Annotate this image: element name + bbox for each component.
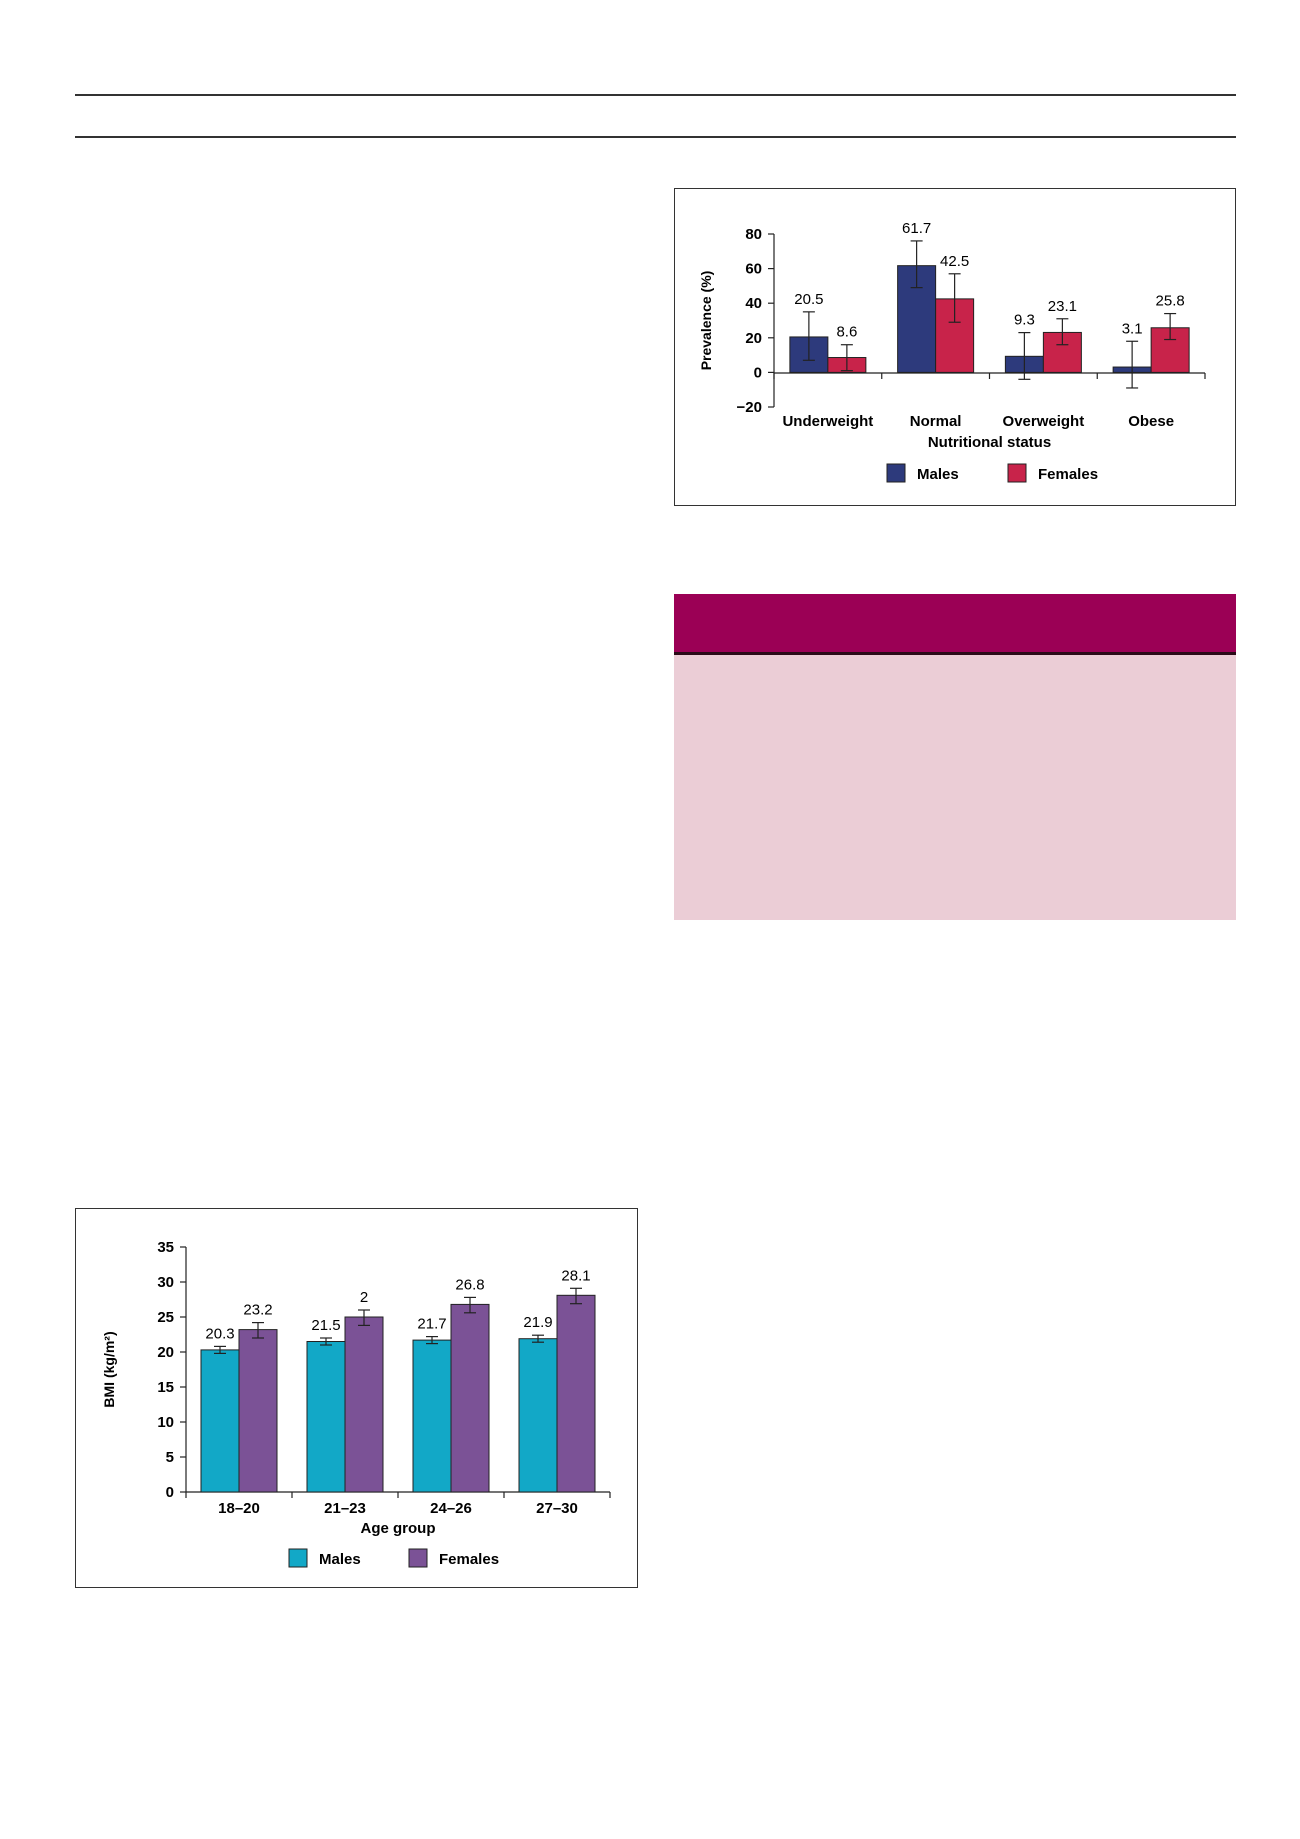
x-tick-label: 18–20	[218, 1500, 260, 1517]
y-axis-title: BMI (kg/m²)	[101, 1331, 117, 1407]
y-tick-label: 60	[745, 261, 762, 278]
y-tick-label: 20	[745, 330, 762, 347]
header-rule-top	[75, 94, 1236, 96]
y-tick-label: 15	[157, 1379, 174, 1396]
x-tick-label: Normal	[910, 413, 962, 430]
info-box-header	[674, 594, 1236, 652]
x-axis-title: Age group	[361, 1520, 436, 1537]
info-box-divider	[674, 652, 1236, 655]
legend-label-males: Males	[917, 466, 959, 483]
x-tick-label: Obese	[1128, 413, 1174, 430]
y-tick-label: 80	[745, 226, 762, 243]
data-label: 3.1	[1122, 320, 1143, 337]
legend-swatch-males	[288, 1548, 308, 1568]
x-tick-label: Overweight	[1003, 413, 1085, 430]
bar-males-1	[306, 1341, 346, 1493]
data-label: 28.1	[561, 1267, 590, 1284]
y-tick-label: 0	[166, 1484, 174, 1501]
bmi-chart-figure: 35 30 25 20 15 10 5 0 20.3 23.2 18–20 21.5 2 21–23 21.…	[75, 1208, 638, 1588]
legend-swatch-males	[886, 463, 906, 483]
x-tick-label: 24–26	[430, 1500, 472, 1517]
data-label: 23.1	[1048, 298, 1077, 315]
bar-females-1	[344, 1316, 384, 1493]
bar-females-0	[238, 1329, 278, 1493]
bar-males-0	[200, 1349, 240, 1493]
y-tick-label: 20	[157, 1344, 174, 1361]
data-label: 20.5	[794, 291, 823, 308]
x-axis-title: Nutritional status	[928, 434, 1051, 451]
data-label: 9.3	[1014, 312, 1035, 329]
legend-label-females: Females	[1038, 466, 1098, 483]
data-label: 21.5	[311, 1317, 340, 1334]
x-tick-label: Underweight	[782, 413, 873, 430]
info-box	[674, 594, 1236, 920]
data-label: 25.8	[1156, 293, 1185, 310]
data-label: 2	[360, 1289, 368, 1306]
data-label: 42.5	[940, 253, 969, 270]
data-label: 61.7	[902, 220, 931, 237]
header-rule-bottom	[75, 136, 1236, 138]
data-label: 26.8	[455, 1276, 484, 1293]
prevalence-chart-figure: 80 60 40 20 0 −20 20.5 8.6 Underweight 61.7 42.5 No…	[674, 188, 1236, 506]
legend-swatch-females	[408, 1548, 428, 1568]
info-box-body	[674, 655, 1236, 920]
data-label: 21.7	[417, 1316, 446, 1333]
bmi-chart: 35 30 25 20 15 10 5 0 20.3 23.2 18–20 21.5 2 21–23 21.…	[101, 1239, 611, 1568]
y-tick-label: 5	[166, 1449, 174, 1466]
data-label: 20.3	[205, 1325, 234, 1342]
y-tick-label: 35	[157, 1239, 174, 1256]
y-tick-label: −20	[737, 399, 762, 416]
y-tick-label: 25	[157, 1309, 174, 1326]
data-label: 8.6	[836, 324, 857, 341]
data-label: 21.9	[523, 1314, 552, 1331]
y-tick-label: 0	[754, 364, 762, 381]
bar-females-3	[556, 1294, 596, 1493]
data-label: 23.2	[243, 1302, 272, 1319]
y-tick-label: 10	[157, 1414, 174, 1431]
x-tick-label: 21–23	[324, 1500, 366, 1517]
legend-label-females: Females	[439, 1551, 499, 1568]
y-tick-label: 40	[745, 295, 762, 312]
x-tick-label: 27–30	[536, 1500, 578, 1517]
y-tick-label: 30	[157, 1274, 174, 1291]
bar-males-2	[412, 1339, 452, 1493]
y-axis-title: Prevalence (%)	[698, 271, 714, 371]
legend-label-males: Males	[319, 1551, 361, 1568]
legend-swatch-females	[1007, 463, 1027, 483]
prevalence-chart: 80 60 40 20 0 −20 20.5 8.6 Underweight 61.7 42.5 No…	[698, 220, 1206, 483]
bar-females-2	[450, 1303, 490, 1493]
bar-males-3	[518, 1338, 558, 1493]
